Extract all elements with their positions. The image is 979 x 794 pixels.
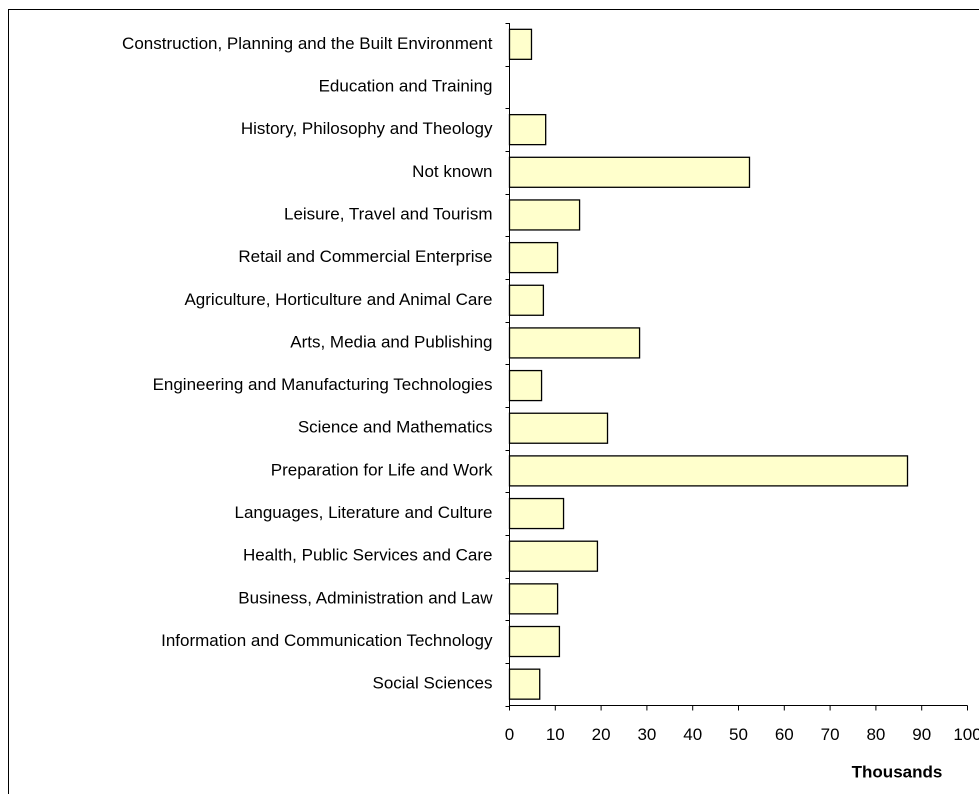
y-tick-label: Not known [412,162,492,181]
y-tick-label: Retail and Commercial Enterprise [238,247,492,266]
bar [508,668,541,700]
x-tick-label: 100 [953,725,979,744]
bar [508,327,641,359]
bar [508,455,909,487]
y-tick-label: Social Sciences [372,674,492,693]
chart-frame [8,9,979,794]
x-tick-label: 70 [821,725,840,744]
x-axis-label: Thousands [852,762,943,781]
y-tick-label: Information and Communication Technology [161,631,493,650]
y-tick-label: Science and Mathematics [298,418,493,437]
y-tick-label: Agriculture, Horticulture and Animal Car… [184,290,492,309]
y-tick-label: Health, Public Services and Care [243,546,492,565]
x-tick-label: 0 [505,725,514,744]
y-tick-label: Education and Training [319,76,493,95]
y-tick-label: Construction, Planning and the Built Env… [122,34,493,53]
y-tick-label: Leisure, Travel and Tourism [284,204,493,223]
x-tick-label: 10 [546,725,565,744]
bar [508,156,751,188]
x-tick-label: 20 [592,725,611,744]
bar [508,625,561,658]
bar [508,113,547,146]
x-tick-label: 30 [637,725,656,744]
bar [508,199,581,231]
y-tick-label: Engineering and Manufacturing Technologi… [153,375,493,394]
bar [508,540,599,572]
x-tick-label: 60 [775,725,794,744]
x-tick-label: 90 [912,725,931,744]
x-tick-label: 80 [866,725,885,744]
x-tick-label: 40 [683,725,702,744]
bar [508,284,545,316]
bar [508,583,559,615]
bar [508,497,565,530]
bar [508,241,559,274]
y-tick-label: Languages, Literature and Culture [234,503,492,522]
y-tick-label: Preparation for Life and Work [271,460,493,479]
y-tick-label: Business, Administration and Law [238,588,493,607]
bar [508,28,533,60]
y-tick-label: Arts, Media and Publishing [290,332,492,351]
x-tick-label: 50 [729,725,748,744]
bar [508,412,609,444]
bar [508,369,543,402]
y-tick-label: History, Philosophy and Theology [241,119,493,138]
